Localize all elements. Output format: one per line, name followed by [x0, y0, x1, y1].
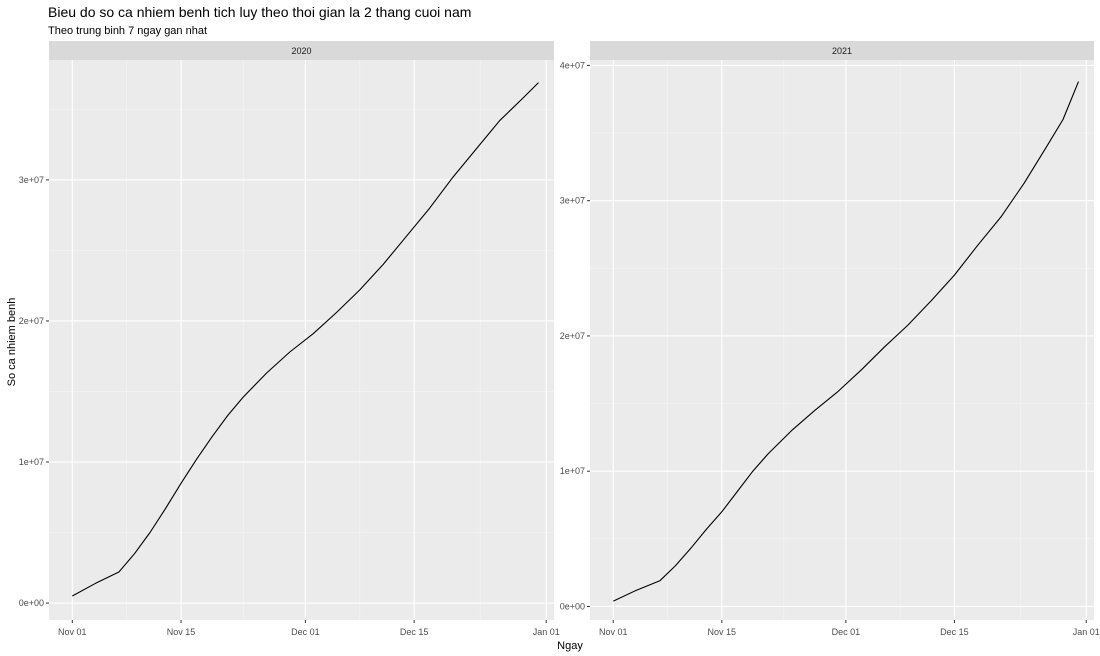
x-tick-label: Nov 01	[58, 627, 87, 637]
gridlines	[590, 60, 1094, 620]
x-tick-label: Jan 01	[1073, 627, 1100, 637]
y-tick-label: 3e+07	[560, 196, 585, 206]
facet-panels: 2020 Nov 01 Nov 15 Dec 01 Dec 15 Jan 01 0e+00 1…	[19, 41, 1100, 637]
x-tick-label: Dec 01	[832, 627, 861, 637]
y-tick-label: 2e+07	[19, 316, 44, 326]
facet-strip-label: 2020	[291, 46, 311, 56]
x-tick-label: Jan 01	[533, 627, 560, 637]
y-tick-label: 1e+07	[19, 457, 44, 467]
panel-background	[49, 60, 554, 620]
x-tick-label: Nov 01	[599, 627, 628, 637]
gridlines	[49, 60, 554, 620]
y-tick-label: 3e+07	[19, 175, 44, 185]
series-line	[72, 82, 539, 597]
panel-2020: 2020 Nov 01 Nov 15 Dec 01 Dec 15 Jan 01 0e+00 1…	[19, 41, 560, 637]
facet-strip	[49, 41, 554, 60]
x-tick-label: Nov 15	[708, 627, 737, 637]
panel-background	[590, 60, 1094, 620]
x-tick-label: Dec 15	[940, 627, 969, 637]
x-tick-label: Dec 15	[400, 627, 429, 637]
chart-title: Bieu do so ca nhiem benh tich luy theo t…	[48, 4, 471, 20]
x-tick-label: Nov 15	[167, 627, 196, 637]
facet-strip	[590, 41, 1094, 60]
series-line	[613, 81, 1080, 602]
chart-subtitle: Theo trung binh 7 ngay gan nhat	[48, 25, 207, 37]
y-tick-label: 1e+07	[560, 466, 585, 476]
x-tick-label: Dec 01	[291, 627, 320, 637]
x-axis-title: Ngay	[557, 640, 583, 652]
y-tick-label: 0e+00	[19, 598, 44, 608]
facet-strip-label: 2021	[832, 46, 852, 56]
y-tick-label: 4e+07	[560, 60, 585, 70]
y-tick-label: 0e+00	[560, 601, 585, 611]
panel-2021: 2021 Nov 01 Nov 15 Dec 01 Dec 15 Jan 01 0e+00 1…	[560, 41, 1100, 637]
y-tick-label: 2e+07	[560, 331, 585, 341]
y-axis-title: So ca nhiem benh	[6, 298, 18, 387]
